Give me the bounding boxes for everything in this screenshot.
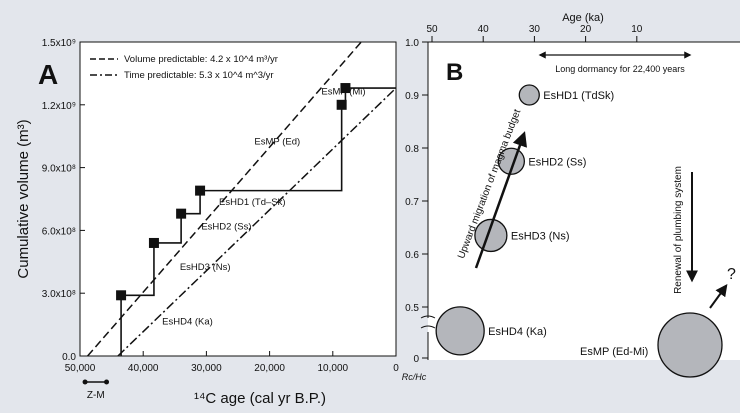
eruption-circle [518, 84, 540, 106]
dormancy-label: Long dormancy for 22,400 years [555, 64, 685, 74]
panel-b-x-axis-label: Age (ka) [562, 12, 604, 24]
b-y-tick-label: 0.8 [405, 144, 419, 155]
panel-a-y-axis-label: Cumulative volume (m³) [15, 119, 32, 278]
a-x-tick-label: 30,000 [191, 363, 222, 374]
eruption-label: EsHD4 (Ka) [162, 317, 213, 328]
renewal-label: Renewal of plumbing system [673, 166, 684, 294]
eruption-label: EsHD2 (Ss) [201, 221, 251, 232]
axis-break-mark [420, 315, 436, 329]
eruption-label: EsHD1 (Td–Sk) [219, 197, 286, 208]
upward-migration-arrow [474, 131, 528, 269]
a-x-tick-label: 40,000 [128, 363, 159, 374]
a-y-tick-label: 6.0x10⁸ [42, 226, 76, 237]
eruption-marker [116, 290, 127, 301]
eruption-label: EsMP (Ed) [254, 137, 300, 148]
panel-b-points: EsHD1 (TdSk) EsHD2 (Ss) EsHD3 (Ns) EsHD4 (K… [435, 84, 723, 378]
volume-predictable-line [87, 41, 362, 357]
eruption-circle [474, 218, 508, 253]
z-m-scale-bar: Z-M [82, 379, 110, 401]
b-x-tick-label: 50 [426, 24, 438, 35]
panel-a-model-lines [87, 41, 397, 357]
eruption-marker [336, 99, 347, 110]
eruption-circle-label: EsHD3 (Ns) [511, 230, 570, 242]
eruption-circle-label: EsHD2 (Ss) [528, 156, 586, 168]
panel-b-chart: B 50 40 30 20 10 0.5 0.6 0.7 0.8 0.9 1.0 0 Age (ka)… [402, 12, 740, 382]
eruption-marker [340, 83, 351, 94]
scale-bar-end [82, 379, 88, 385]
a-y-tick-label: 1.5x10⁹ [42, 38, 76, 49]
eruption-label: EsMP (Mi) [321, 86, 365, 97]
a-x-tick-label: 50,000 [65, 363, 96, 374]
a-x-tick-label: 0 [393, 363, 399, 374]
panel-b-plot-area [428, 42, 740, 360]
scale-bar-label: Z-M [87, 390, 105, 401]
eruption-marker [195, 185, 206, 196]
panel-a-eruption-labels: EsMP (Mi) EsMP (Ed) EsHD1 (Td–Sk) EsHD2 (Ss… [162, 86, 365, 327]
b-y-tick-label: 0.9 [405, 91, 419, 102]
panel-a-letter: A [38, 59, 58, 90]
panel-b-y-axis-label: Rc/Hc [402, 372, 427, 382]
b-x-tick-label: 30 [529, 24, 541, 35]
panel-b-letter: B [446, 59, 463, 86]
a-y-tick-label: 0.0 [62, 352, 76, 363]
panel-b-axes: 50 40 30 20 10 0.5 0.6 0.7 0.8 0.9 1.0 0 [405, 24, 643, 365]
question-mark: ? [727, 266, 736, 283]
panel-a-axes: 50,000 40,000 30,000 20,000 10,000 0 0.0 3.0x10… [42, 38, 400, 374]
a-x-tick-label: 20,000 [254, 363, 285, 374]
eruption-label: EsHD3 (Ns) [180, 262, 231, 273]
eruption-marker [176, 208, 187, 219]
scale-bar-end [104, 379, 110, 385]
panel-a-legend: Volume predictable: 4.2 x 10^4 m³/yr Tim… [90, 54, 278, 81]
a-y-tick-label: 9.0x10⁸ [42, 164, 76, 175]
eruption-circle-label: EsMP (Ed-Mi) [580, 346, 648, 358]
eruption-circle [657, 312, 723, 378]
legend-time-label: Time predictable: 5.3 x 10^4 m^3/yr [124, 70, 274, 81]
a-y-tick-label: 3.0x10⁸ [42, 289, 76, 300]
b-x-tick-label: 10 [631, 24, 643, 35]
b-y-tick-label: 0.6 [405, 250, 419, 261]
b-y-tick-label: 1.0 [405, 38, 419, 49]
panel-a-chart: A 50,000 40,000 30,000 20,000 10,000 0 0.0 3.0x… [15, 38, 399, 407]
eruption-circle-label: EsHD1 (TdSk) [543, 90, 614, 102]
panel-a-eruption-markers [116, 83, 351, 301]
panel-a-plot-area [79, 41, 397, 357]
eruption-circle-label: EsHD4 (Ka) [488, 326, 547, 338]
panel-a-x-axis-label: ¹⁴C age (cal yr B.P.) [194, 390, 326, 407]
b-y-tick-label: 0.7 [405, 197, 419, 208]
eruption-circle [435, 306, 485, 356]
legend-volume-label: Volume predictable: 4.2 x 10^4 m³/yr [124, 54, 278, 65]
b-x-tick-label: 20 [580, 24, 592, 35]
a-x-tick-label: 10,000 [318, 363, 349, 374]
b-y-tick-label: 0.5 [405, 303, 419, 314]
renewal-up-arrow [709, 284, 728, 309]
b-x-tick-label: 40 [478, 24, 490, 35]
time-predictable-line [117, 87, 397, 357]
b-y-tick-label: 0 [413, 354, 419, 365]
a-y-tick-label: 1.2x10⁹ [42, 101, 76, 112]
eruption-marker [148, 237, 159, 248]
